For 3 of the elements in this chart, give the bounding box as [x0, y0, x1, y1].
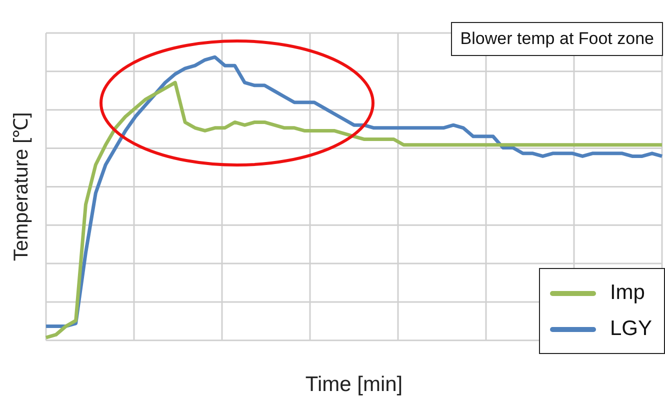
x-axis-title: Time [min]: [305, 373, 403, 396]
y-axis-title: Temperature [℃]: [10, 112, 33, 262]
chart-title: Blower temp at Foot zone: [451, 22, 663, 56]
